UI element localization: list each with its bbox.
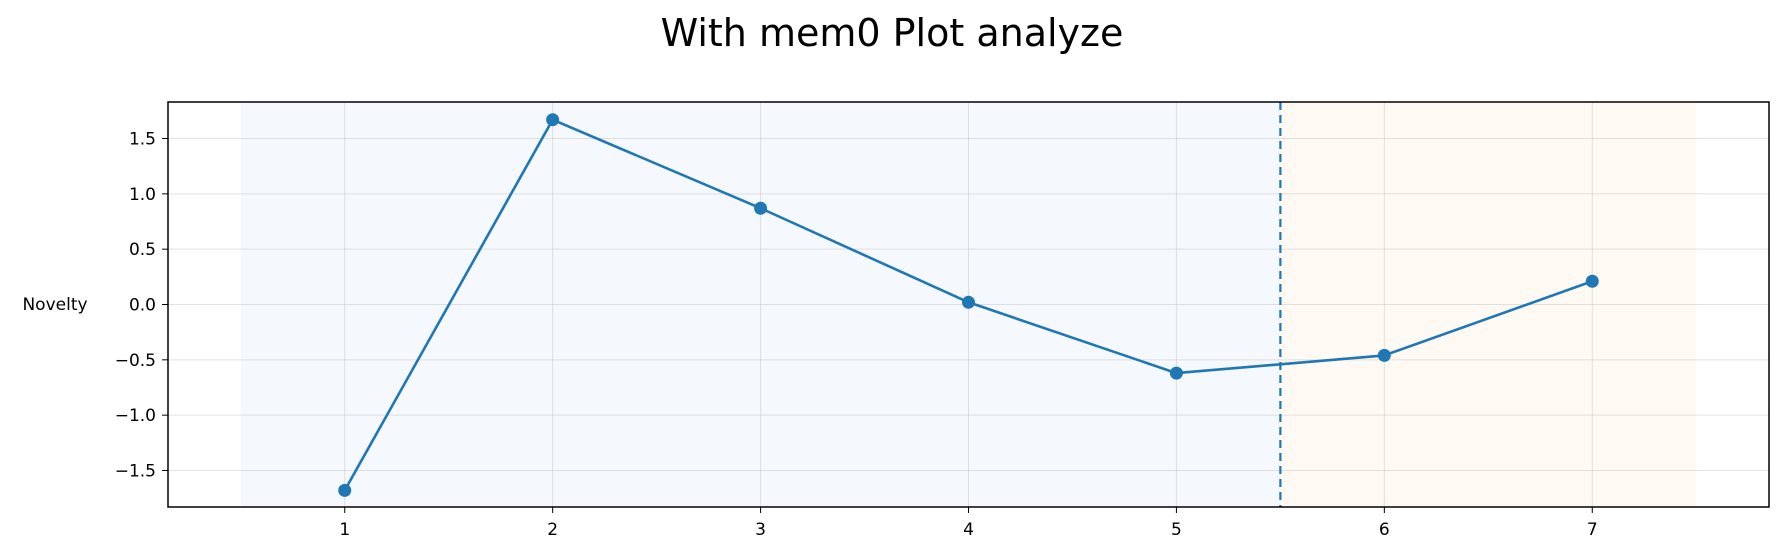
data-point-4 [962, 295, 975, 309]
x-tick-label: 7 [1587, 520, 1598, 540]
y-axis: 1.5 1.0 0.5 0.0 −0.5 −1.0 −1.5 [115, 130, 168, 481]
x-tick-label: 5 [1171, 520, 1182, 540]
x-tick-label: 4 [963, 520, 974, 540]
x-tick-label: 6 [1379, 520, 1390, 540]
y-tick-label: 1.5 [129, 130, 156, 150]
data-point-1 [338, 483, 352, 497]
x-tick-label: 3 [755, 520, 766, 540]
series-group [338, 113, 1599, 497]
x-axis: 1 2 3 4 5 6 7 [339, 507, 1598, 540]
y-tick-label: 0.0 [129, 296, 156, 316]
x-tick-label: 1 [339, 520, 350, 540]
data-point-5 [1169, 366, 1183, 380]
y-tick-label: 1.0 [129, 185, 156, 205]
y-tick-label: −1.5 [115, 461, 156, 481]
data-point-6 [1377, 348, 1391, 362]
region-band-2 [1280, 103, 1697, 506]
y-axis-label: Novelty [22, 295, 87, 315]
data-point-3 [754, 201, 768, 215]
data-point-2 [546, 113, 560, 127]
y-tick-label: −1.0 [115, 406, 156, 426]
y-tick-label: −0.5 [115, 351, 156, 371]
region-band-1 [240, 103, 1281, 506]
chart-title: With mem0 Plot analyze [661, 11, 1124, 55]
background-regions [240, 103, 1697, 506]
data-point-7 [1585, 274, 1599, 288]
x-tick-label: 2 [547, 520, 558, 540]
y-tick-label: 0.5 [129, 240, 156, 260]
